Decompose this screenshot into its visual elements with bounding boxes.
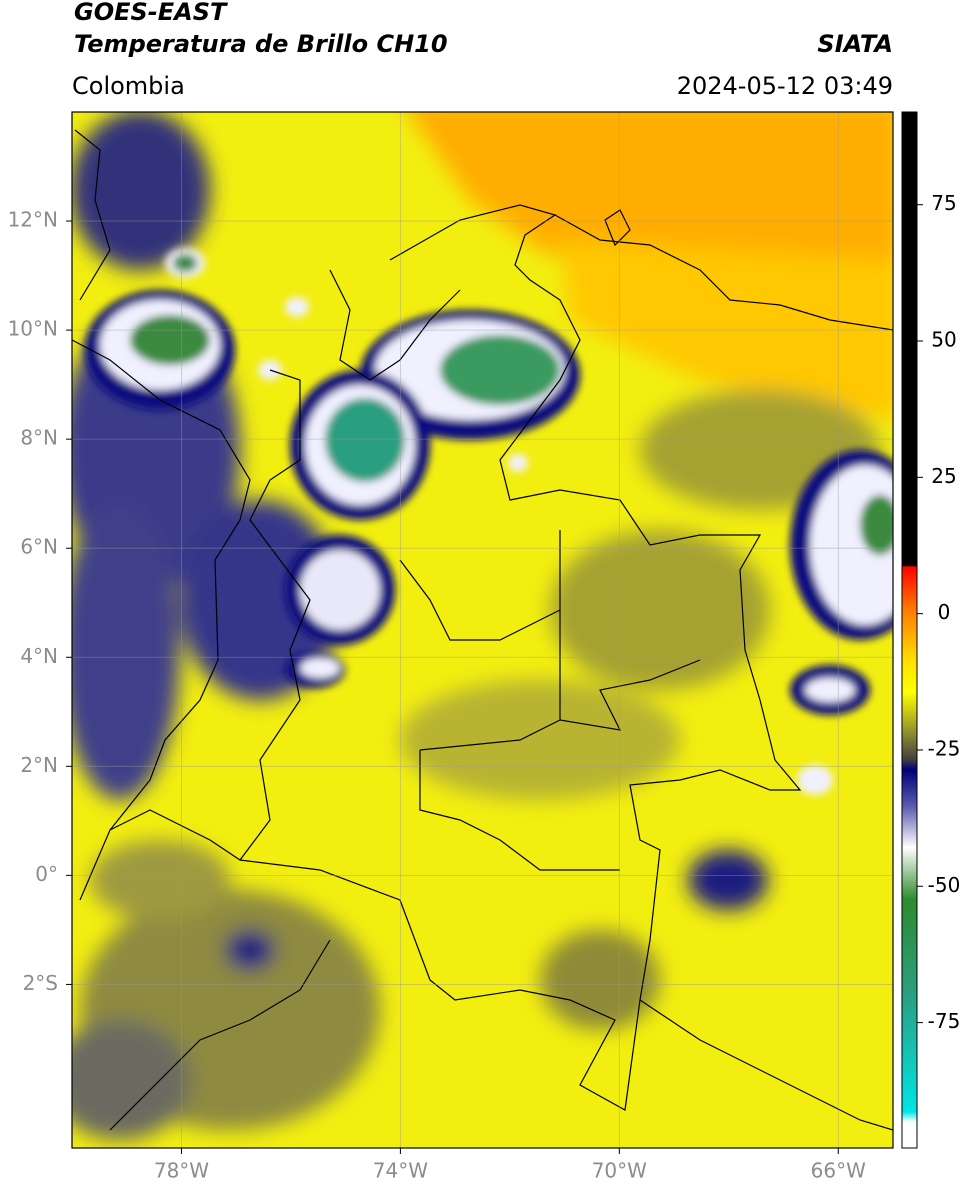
y-tick-label: 2°S — [23, 971, 58, 995]
x-tick-label: 78°W — [154, 1159, 209, 1183]
colorbar-tick-label: -25 — [928, 736, 961, 760]
map-frame — [71, 111, 894, 1149]
colorbar-tick-label: 50 — [931, 328, 956, 352]
colorbar-tick-label: -75 — [928, 1009, 961, 1033]
x-tick-label: 66°W — [811, 1159, 866, 1183]
colorbar-tick-label: 0 — [938, 600, 951, 624]
colorbar-tick-label: -50 — [928, 873, 961, 897]
region: Colombia — [72, 72, 185, 100]
y-tick-label: 10°N — [8, 317, 58, 341]
x-tick-label: 70°W — [592, 1159, 647, 1183]
colorbar-tick-label: 75 — [931, 191, 956, 215]
y-tick-label: 6°N — [20, 535, 58, 559]
colorbar-tick-label: 25 — [931, 464, 956, 488]
y-tick-label: 12°N — [8, 208, 58, 232]
y-tick-label: 8°N — [20, 426, 58, 450]
x-tick-label: 74°W — [373, 1159, 428, 1183]
title: GOES-EAST — [74, 0, 228, 26]
subtitle: Temperatura de Brillo CH10 — [74, 30, 448, 58]
datetime: 2024-05-12 03:49 — [677, 72, 893, 100]
source: SIATA — [817, 30, 893, 58]
y-tick-label: 2°N — [20, 753, 58, 777]
y-tick-label: 0° — [35, 862, 58, 886]
satellite-image — [72, 112, 893, 1148]
colorbar — [901, 111, 918, 1149]
grid — [72, 112, 893, 1148]
y-tick-label: 4°N — [20, 644, 58, 668]
